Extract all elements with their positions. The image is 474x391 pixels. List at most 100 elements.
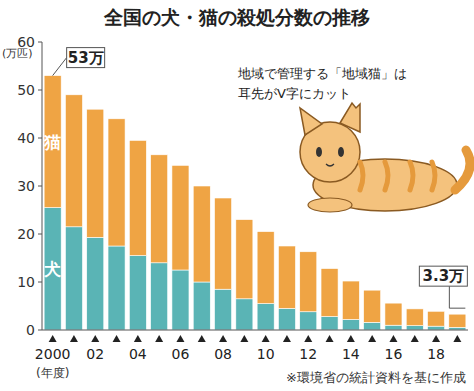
- x-tick: [326, 335, 334, 342]
- y-tick: [38, 330, 42, 331]
- y-tick: [38, 282, 42, 283]
- bar: [87, 109, 104, 237]
- y-tick-label: 20: [17, 226, 35, 242]
- y-tick: [38, 234, 42, 235]
- annotation: 53万: [68, 49, 104, 67]
- bar: [236, 299, 253, 330]
- callout: 耳先がV字にカット: [238, 86, 351, 101]
- x-tick-label: 12: [299, 346, 317, 362]
- x-tick-label: 16: [385, 346, 403, 362]
- cat-paw: [308, 198, 352, 212]
- cat-tail: [455, 150, 470, 190]
- bar: [193, 282, 210, 330]
- x-tick-label: 02: [86, 346, 104, 362]
- cat-stripe: [432, 162, 435, 190]
- x-axis-label: (年度): [36, 366, 69, 380]
- bar: [44, 208, 61, 330]
- bar: [385, 303, 402, 325]
- bar: [108, 246, 125, 330]
- y-tick-label: 0: [26, 322, 35, 338]
- x-tick: [368, 335, 376, 342]
- x-tick: [453, 335, 461, 342]
- cat-stripe: [410, 162, 413, 190]
- annotation-line: [53, 58, 67, 76]
- bar: [65, 95, 82, 227]
- bar: [342, 319, 359, 330]
- x-tick: [283, 335, 291, 342]
- bar: [129, 256, 146, 330]
- annotation-box: [67, 48, 105, 68]
- bar: [385, 325, 402, 330]
- bar: [236, 220, 253, 299]
- x-tick-label: 04: [129, 346, 147, 362]
- x-tick: [347, 335, 355, 342]
- x-tick: [155, 335, 163, 342]
- x-tick-label: 18: [427, 346, 445, 362]
- bar: [321, 269, 338, 317]
- bars: [44, 76, 466, 330]
- x-tick: [49, 335, 57, 342]
- cat-stripe: [360, 162, 363, 190]
- x-tick-label: 2000: [35, 346, 71, 362]
- bar: [215, 198, 232, 289]
- cat-stripe: [385, 162, 388, 190]
- y-tick-label: 40: [17, 130, 35, 146]
- x-tick: [411, 335, 419, 342]
- note: ※環境省の統計資料を基に作成: [286, 370, 466, 385]
- y-tick: [38, 186, 42, 187]
- bar: [257, 304, 274, 330]
- bar: [278, 308, 295, 330]
- annotation-line: [449, 286, 450, 308]
- bar: [151, 263, 168, 330]
- bar: [449, 314, 466, 327]
- x-tick: [432, 335, 440, 342]
- x-tick: [70, 335, 78, 342]
- x-tick: [304, 335, 312, 342]
- x-tick: [113, 335, 121, 342]
- bar: [257, 232, 274, 304]
- x-axis: [42, 330, 468, 331]
- bar: [300, 252, 317, 312]
- x-tick-label: 08: [214, 346, 232, 362]
- bar: [129, 140, 146, 255]
- bar: [364, 290, 381, 322]
- bar: [172, 270, 189, 330]
- x-tick: [219, 335, 227, 342]
- cat-mouth: [326, 164, 334, 166]
- x-tick-label: 06: [172, 346, 190, 362]
- bar: [87, 237, 104, 330]
- title: 全国の犬・猫の殺処分数の推移: [103, 6, 370, 28]
- callout: 地域で管理する「地域猫」は: [237, 66, 407, 81]
- cat-illustration: [300, 103, 470, 212]
- bar: [278, 246, 295, 308]
- x-tick: [389, 335, 397, 342]
- bar: [44, 76, 61, 208]
- x-tick: [198, 335, 206, 342]
- bar: [172, 165, 189, 270]
- cat-ear: [300, 108, 322, 135]
- bar: [151, 155, 168, 263]
- cat-eye: [316, 147, 322, 157]
- annotation-line: [449, 308, 465, 309]
- y-tick: [38, 90, 42, 91]
- chart: 全国の犬・猫の殺処分数の推移(万匹)0102030405060犬猫2000020…: [0, 0, 474, 391]
- x-tick: [240, 335, 248, 342]
- bar: [342, 281, 359, 319]
- legend-label: 猫: [43, 132, 61, 152]
- y-tick: [38, 42, 42, 43]
- cat-ear: [340, 103, 360, 132]
- y-tick-label: 10: [17, 274, 35, 290]
- x-tick-label: 10: [257, 346, 275, 362]
- y-tick: [38, 138, 42, 139]
- bar: [321, 317, 338, 330]
- legend-label: 犬: [43, 259, 62, 279]
- bar: [428, 326, 445, 330]
- x-tick: [262, 335, 270, 342]
- bar: [406, 309, 423, 326]
- annotation-box: [419, 266, 467, 286]
- bar: [65, 227, 82, 330]
- y-tick-label: 30: [17, 178, 35, 194]
- y-tick-label: 50: [17, 82, 35, 98]
- bar: [108, 119, 125, 246]
- y-axis: [42, 42, 43, 330]
